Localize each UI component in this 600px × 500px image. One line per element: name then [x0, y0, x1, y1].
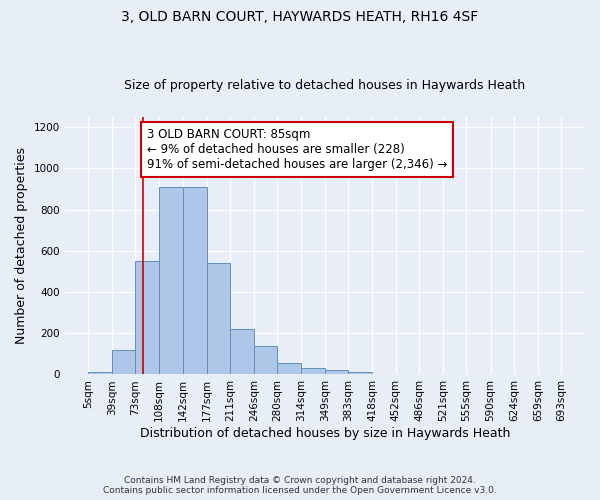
- Title: Size of property relative to detached houses in Haywards Heath: Size of property relative to detached ho…: [124, 79, 526, 92]
- Bar: [277, 363, 301, 374]
- X-axis label: Distribution of detached houses by size in Haywards Heath: Distribution of detached houses by size …: [140, 427, 510, 440]
- Bar: [230, 329, 254, 374]
- Text: Contains HM Land Registry data © Crown copyright and database right 2024.
Contai: Contains HM Land Registry data © Crown c…: [103, 476, 497, 495]
- Text: 3, OLD BARN COURT, HAYWARDS HEATH, RH16 4SF: 3, OLD BARN COURT, HAYWARDS HEATH, RH16 …: [121, 10, 479, 24]
- Bar: [88, 372, 112, 374]
- Bar: [159, 187, 182, 374]
- Y-axis label: Number of detached properties: Number of detached properties: [15, 147, 28, 344]
- Bar: [112, 350, 135, 374]
- Bar: [135, 261, 159, 374]
- Bar: [254, 346, 277, 374]
- Bar: [325, 370, 348, 374]
- Bar: [348, 372, 372, 374]
- Text: 3 OLD BARN COURT: 85sqm
← 9% of detached houses are smaller (228)
91% of semi-de: 3 OLD BARN COURT: 85sqm ← 9% of detached…: [147, 128, 447, 171]
- Bar: [301, 368, 325, 374]
- Bar: [182, 187, 206, 374]
- Bar: [206, 263, 230, 374]
